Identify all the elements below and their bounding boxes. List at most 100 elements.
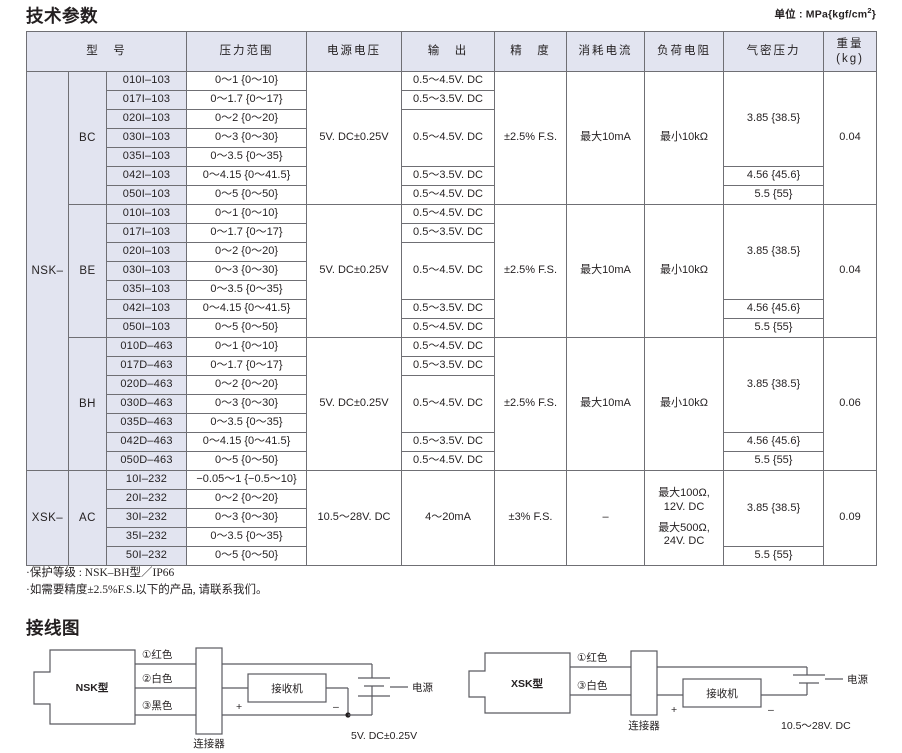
wire-label-1: ①红色 (142, 648, 173, 661)
model-code: 020D–463 (105, 375, 188, 395)
table-row: 042D–463 0～4.15 {0～41.5} 0.5～3.5V. DC 4.… (27, 432, 877, 452)
pressure-range: 0～5 {0～50} (186, 185, 308, 205)
weight-value: 0.09 (823, 470, 878, 566)
output-value: 0.5～3.5V. DC (401, 432, 496, 452)
load-resistance-value: 最小10kΩ (644, 71, 725, 205)
header-supply-voltage: 电源电压 (306, 31, 403, 72)
table-row: BE 010I–103 0～1 {0～10} 5V. DC±0.25V 0.5～… (27, 204, 878, 338)
load-resistance-line-3: 最大500Ω, (658, 521, 710, 534)
model-code: 35I–232 (105, 527, 188, 547)
model-code: 050I–103 (105, 185, 188, 205)
table-row: 020D–463 0～2 {0～20} 0.5～4.5V. DC (27, 375, 877, 433)
footnotes: 保护等级 : NSK–BH型／IP66 如需要精度±2.5%F.S.以下的产品,… (26, 565, 268, 600)
table-row: BH 010D–463 0～1 {0～10} 5V. DC±0.25V 0.5～… (27, 337, 878, 471)
header-airtight-pressure: 气密压力 (723, 31, 825, 72)
accuracy-value: ±3% F.S. (494, 470, 568, 566)
pressure-range: 0～5 {0～50} (186, 546, 308, 566)
table-row: 042I–103 0～4.15 {0～41.5} 0.5～3.5V. DC 4.… (27, 299, 877, 319)
table-row: 017I–103 0～1.7 {0～17} 0.5～3.5V. DC (27, 90, 877, 110)
airtight-pressure-value: 3.85 {38.5} (723, 337, 825, 433)
model-code: 050D–463 (105, 451, 188, 471)
load-resistance-value: 最大100Ω, 12V. DC 最大500Ω, 24V. DC (644, 470, 725, 566)
current-value: 最大10mA (566, 71, 646, 205)
table-row: 050I–103 0～5 {0～50} 0.5～4.5V. DC 5.5 {55… (27, 318, 877, 338)
pressure-range: 0～4.15 {0～41.5} (186, 432, 308, 452)
table-row: 050D–463 0～5 {0～50} 0.5～4.5V. DC 5.5 {55… (27, 451, 877, 471)
polarity-minus: – (768, 704, 774, 716)
footnote-item: 如需要精度±2.5%F.S.以下的产品, 请联系我们。 (26, 582, 268, 599)
model-code: 030D–463 (105, 394, 188, 414)
weight-value: 0.06 (823, 337, 878, 471)
power-label: 电源 (412, 681, 433, 694)
wire-label-2: ②白色 (142, 672, 173, 685)
wiring-diagram-xsk: XSK型 ①红色 ③白色 连接器 接收机 + – 电源 10.5～28V. DC (455, 645, 895, 745)
model-code: 20I–232 (105, 489, 188, 509)
pressure-range: 0～1.7 {0～17} (186, 223, 308, 243)
output-value: 0.5～4.5V. DC (401, 204, 496, 224)
header-pressure-range: 压力范围 (186, 31, 308, 72)
supply-voltage: 5V. DC±0.25V (306, 204, 403, 338)
weight-value: 0.04 (823, 204, 878, 338)
table-row: 042I–103 0～4.15 {0～41.5} 0.5～3.5V. DC 4.… (27, 166, 877, 186)
table-row: 050I–103 0～5 {0～50} 0.5～4.5V. DC 5.5 {55… (27, 185, 877, 205)
table-header-row: 型 号 压力范围 电源电压 输 出 精 度 消耗电流 负荷电阻 气密压力 重量 … (25, 31, 878, 72)
table-row: 017I–103 0～1.7 {0～17} 0.5～3.5V. DC (27, 223, 877, 243)
pressure-range: 0～5 {0～50} (186, 451, 308, 471)
pressure-range: −0.05～1 {−0.5～10} (186, 470, 308, 490)
connector-label: 连接器 (193, 737, 225, 750)
page-title: 技术参数 (26, 6, 98, 26)
wiring-diagram-nsk: NSK型 ①红色 ②白色 ③黑色 连接器 接收机 + – 电源 5V. DC±0… (20, 640, 460, 750)
unit-note: 单位 : MPa{kgf/cm2} (774, 6, 876, 22)
footnote-item: 保护等级 : NSK–BH型／IP66 (26, 565, 267, 582)
model-code: 50I–232 (105, 546, 188, 566)
wire-label-3: ③黑色 (142, 699, 173, 712)
model-code: 042D–463 (105, 432, 188, 452)
airtight-pressure-value: 3.85 {38.5} (723, 204, 825, 300)
model-code: 010I–103 (105, 71, 188, 91)
table-row: NSK– BC 010I–103 0～1 {0～10} 5V. DC±0.25V… (26, 71, 878, 471)
output-value: 4～20mA (401, 470, 496, 566)
pressure-range: 0～1 {0～10} (186, 71, 308, 91)
series-bc: BC (68, 71, 107, 205)
output-value: 0.5～4.5V. DC (401, 318, 496, 338)
output-value: 0.5～4.5V. DC (401, 242, 496, 300)
pressure-range: 0～2 {0～20} (186, 375, 308, 395)
table-row: 035D–463 0～3.5 {0～35} (27, 413, 877, 433)
output-value: 0.5～4.5V. DC (401, 337, 496, 357)
table-row: 030I–103 0～3 {0～30} (27, 128, 877, 148)
accuracy-value: ±2.5% F.S. (494, 204, 568, 338)
model-code: 017D–463 (105, 356, 188, 376)
unit-note-suffix: } (871, 8, 876, 21)
output-value: 0.5～3.5V. DC (401, 223, 496, 243)
current-value: – (566, 470, 646, 566)
model-code: 010I–103 (105, 204, 188, 224)
model-code: 030I–103 (105, 261, 188, 281)
wire-label-1: ①红色 (577, 651, 608, 664)
receiver-label: 接收机 (271, 682, 303, 695)
model-code: 020I–103 (105, 109, 188, 129)
wiring-section-title: 接线图 (26, 618, 80, 638)
brand-nsk: NSK– (26, 71, 69, 471)
header-current: 消耗电流 (566, 31, 646, 72)
table-row: 035I–103 0～3.5 {0～35} (27, 280, 877, 300)
supply-voltage: 5V. DC±0.25V (306, 337, 403, 471)
pressure-range: 0～3 {0～30} (186, 128, 308, 148)
pressure-range: 0～2 {0～20} (186, 489, 308, 509)
pressure-range: 0～3.5 {0～35} (186, 280, 308, 300)
table-row: 20I–232 0～2 {0～20} (27, 489, 877, 509)
voltage-label: 5V. DC±0.25V (351, 730, 417, 742)
model-code: 010D–463 (105, 337, 188, 357)
connector-label: 连接器 (628, 719, 660, 732)
header-weight: 重量 (kg) (823, 31, 878, 72)
load-resistance-value: 最小10kΩ (644, 204, 725, 338)
airtight-pressure-value: 3.85 {38.5} (723, 71, 825, 167)
accuracy-value: ±2.5% F.S. (494, 71, 568, 205)
model-code: 017I–103 (105, 90, 188, 110)
airtight-pressure-value: 4.56 {45.6} (723, 432, 825, 452)
pressure-range: 0～2 {0～20} (186, 242, 308, 262)
polarity-plus: + (671, 704, 677, 716)
supply-voltage: 10.5～28V. DC (306, 470, 403, 566)
output-value: 0.5～3.5V. DC (401, 166, 496, 186)
current-value: 最大10mA (566, 337, 646, 471)
